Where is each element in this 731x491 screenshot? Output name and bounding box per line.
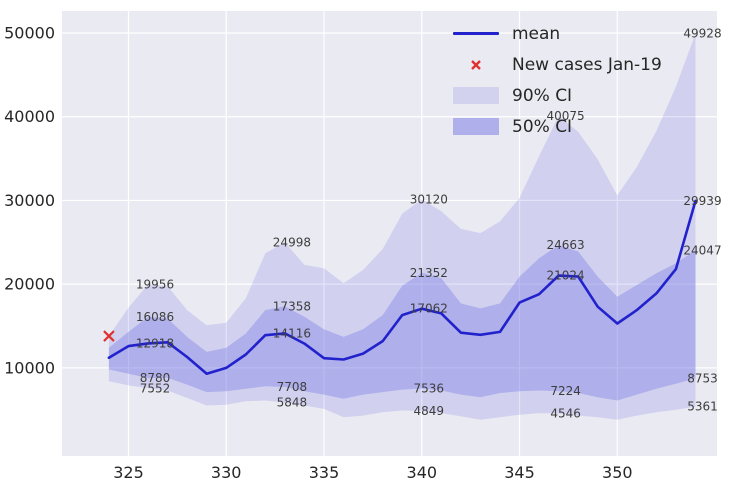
- point-annotation: 7552: [140, 381, 171, 395]
- x-tick-label: 345: [504, 463, 535, 482]
- point-annotation: 21352: [410, 266, 448, 280]
- point-annotation: 49928: [683, 27, 721, 41]
- legend-item-mean: mean: [451, 19, 662, 48]
- point-annotation: 19956: [136, 278, 174, 292]
- legend-item-90ci: 90% CI: [451, 81, 662, 110]
- legend-label-50ci: 50% CI: [512, 116, 573, 137]
- legend-item-50ci: 50% CI: [451, 112, 662, 141]
- point-annotation: 8780: [140, 371, 171, 385]
- point-annotation: 4546: [550, 407, 581, 421]
- marker-swatch-cell: [451, 50, 501, 79]
- y-tick-label: 40000: [4, 107, 55, 126]
- ci50-patch-swatch: [453, 118, 499, 135]
- new-cases-marker-icon: [103, 330, 115, 342]
- point-annotation: 8753: [687, 371, 718, 385]
- legend-label-90ci: 90% CI: [512, 85, 573, 106]
- y-tick-label: 10000: [4, 358, 55, 377]
- x-tick-label: 350: [602, 463, 633, 482]
- point-annotation: 17358: [273, 299, 311, 313]
- y-tick-label: 50000: [4, 24, 55, 43]
- ci50-swatch-cell: [451, 112, 501, 141]
- point-annotation: 4849: [414, 404, 445, 418]
- point-annotation: 7708: [277, 380, 308, 394]
- y-tick-label: 20000: [4, 275, 55, 294]
- point-annotation: 12918: [136, 336, 174, 350]
- point-annotation: 21024: [547, 269, 585, 283]
- point-annotation: 7536: [414, 382, 445, 396]
- point-annotation: 40075: [547, 109, 585, 123]
- x-marker-icon: [471, 59, 481, 70]
- point-annotation: 16086: [136, 310, 174, 324]
- chart-legend: mean New cases Jan-19 90% CI 50% CI: [451, 19, 662, 141]
- ci90-swatch-cell: [451, 81, 501, 110]
- point-annotation: 17062: [410, 302, 448, 316]
- point-annotation: 5848: [277, 396, 308, 410]
- x-tick-label: 335: [309, 463, 340, 482]
- point-annotation: 30120: [410, 192, 448, 206]
- mean-line: [107, 199, 697, 375]
- point-annotation: 14116: [273, 326, 311, 340]
- x-tick-label: 340: [407, 463, 438, 482]
- legend-item-new-cases: New cases Jan-19: [451, 50, 662, 79]
- point-annotation: 24998: [273, 235, 311, 249]
- point-annotation: 5361: [687, 400, 718, 414]
- y-tick-label: 30000: [4, 191, 55, 210]
- legend-label-mean: mean: [512, 23, 561, 44]
- ci90-band: [108, 33, 696, 420]
- point-annotation: 7224: [550, 384, 581, 398]
- mean-swatch-cell: [451, 19, 501, 48]
- point-annotation: 24663: [547, 238, 585, 252]
- legend-label-new-cases: New cases Jan-19: [512, 54, 662, 75]
- x-tick-label: 325: [113, 463, 144, 482]
- x-tick-label: 330: [211, 463, 242, 482]
- point-annotation: 29939: [683, 194, 721, 208]
- point-annotation: 24047: [683, 243, 721, 257]
- mean-line-swatch: [453, 32, 499, 35]
- ci90-patch-swatch: [453, 87, 499, 104]
- plot-area: [62, 11, 717, 456]
